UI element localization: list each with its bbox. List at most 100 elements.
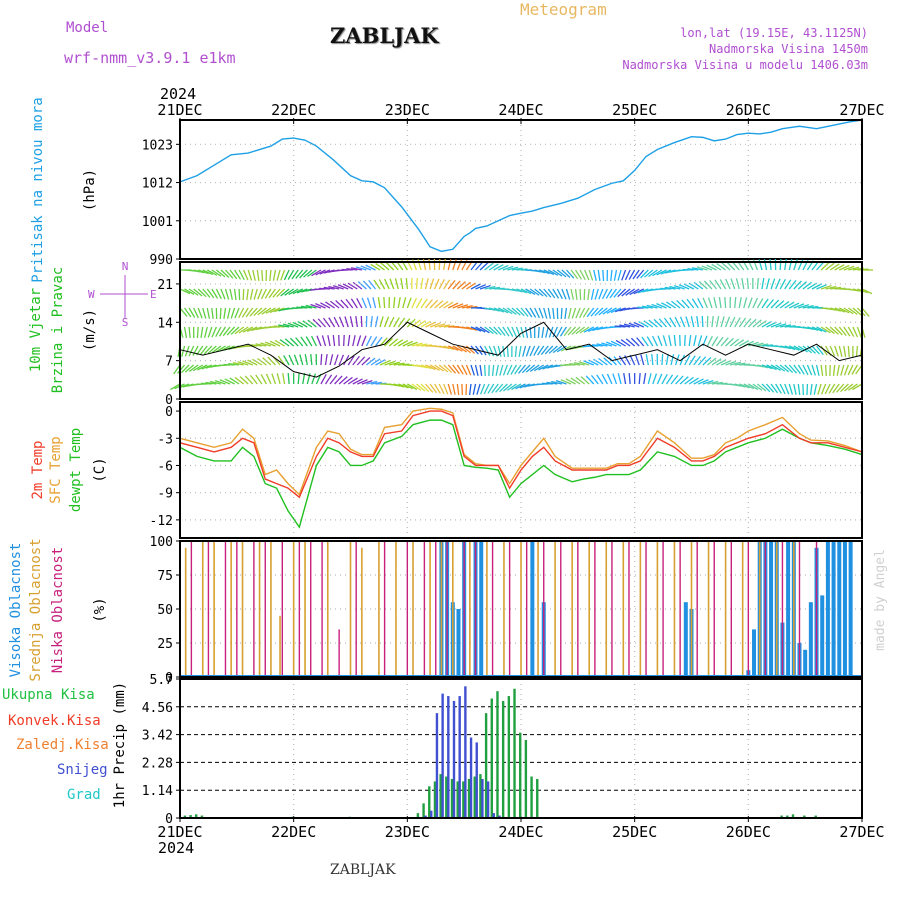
wind-barb	[278, 324, 290, 328]
wind-barb	[181, 345, 186, 357]
wind-barb	[361, 379, 373, 385]
wind-barb	[487, 383, 495, 394]
wind-barb	[538, 288, 548, 298]
wind-barb	[338, 316, 345, 328]
wind-barb	[438, 383, 445, 395]
low-cloud-bar	[543, 541, 545, 677]
low-cloud-bar	[730, 541, 732, 677]
mid-cloud-bar	[469, 541, 471, 677]
wind-barb	[578, 361, 590, 366]
wind-barb	[497, 307, 509, 314]
wind-barb	[484, 262, 494, 271]
wind-barb	[357, 379, 368, 385]
wind-barb	[861, 307, 870, 317]
wind-barb	[633, 288, 645, 295]
precip-snow-bar	[464, 686, 467, 818]
wind-barb	[424, 278, 429, 290]
wind-barb	[489, 286, 501, 290]
wind-barb	[416, 364, 428, 369]
wind-barb	[342, 283, 354, 290]
mid-cloud-bar	[440, 541, 443, 677]
precip-snow-bar	[469, 737, 473, 818]
mid-cloud-bar	[775, 541, 778, 677]
wind-barb	[297, 321, 308, 328]
wind-barb	[793, 303, 805, 309]
wind-barb	[319, 269, 331, 275]
precip-snow-bar	[435, 713, 439, 818]
wind-barb	[601, 288, 608, 300]
wind-barb	[629, 354, 636, 366]
wind-barb	[556, 269, 567, 278]
sfc-temp-line	[179, 407, 863, 496]
low-cloud-bar	[383, 541, 386, 677]
wind-barb	[839, 264, 850, 271]
wind-barb	[511, 267, 523, 271]
high-cloud-bar	[842, 541, 847, 677]
wind-barb	[538, 269, 550, 275]
wind-barb	[384, 337, 393, 347]
wind-barb	[264, 288, 272, 299]
precip-snow-bar	[492, 813, 495, 818]
wind-barb	[770, 364, 782, 371]
wind-barb	[825, 262, 835, 271]
high-cloud-bar	[837, 541, 842, 677]
wind-barb	[780, 324, 792, 328]
wind-barb	[470, 364, 475, 376]
wind-barb	[495, 383, 504, 393]
high-cloud-bar	[752, 629, 757, 677]
wind-barb	[546, 381, 558, 385]
wind-barb	[360, 315, 363, 328]
x-tick-label-bottom: 25DEC	[612, 823, 657, 841]
wind-barb	[761, 278, 765, 290]
wind-barb	[447, 259, 452, 271]
wind-barb	[287, 372, 290, 385]
wind-barb	[305, 336, 313, 347]
wind-barb	[219, 379, 231, 385]
wind-barb	[588, 269, 594, 281]
wind-barb	[832, 383, 840, 394]
wind-barb	[461, 281, 472, 290]
wind-barb	[188, 345, 195, 357]
wind-barb	[648, 319, 658, 328]
wind-barb	[788, 364, 798, 374]
wind-barb	[452, 345, 463, 352]
wind-barb	[261, 269, 264, 282]
wind-barb	[200, 326, 204, 338]
wind-barb	[269, 340, 281, 347]
wind-barb	[820, 326, 831, 334]
low-cloud-bar	[560, 541, 562, 677]
wind-barb	[443, 345, 455, 351]
wind-barb	[824, 364, 827, 377]
wind-barb	[734, 383, 746, 388]
wind-barb	[388, 338, 399, 347]
low-cloud-bar	[696, 541, 698, 677]
wind-barb	[184, 288, 195, 296]
wind-barb	[697, 335, 703, 347]
wind-barb	[361, 297, 368, 309]
wind-barb	[415, 298, 423, 309]
wind-barb	[411, 383, 422, 391]
mid-cloud-bar	[486, 541, 488, 677]
wind-barb	[510, 364, 518, 375]
wind-barb	[647, 373, 652, 385]
mid-cloud-bar	[395, 541, 397, 677]
wind-barb	[820, 345, 828, 356]
wind-barb	[383, 316, 390, 328]
wind-barb	[563, 326, 572, 337]
precip-total-bar	[519, 732, 522, 818]
wind-barb	[855, 345, 859, 358]
wind-barb	[788, 279, 797, 290]
wind-barb	[770, 278, 776, 290]
wind-barb	[802, 345, 813, 354]
wind-barb	[685, 316, 690, 328]
low-cloud-bar	[491, 541, 494, 677]
wind-barb	[605, 341, 617, 347]
wind-barb	[407, 383, 418, 391]
wind-barb	[540, 345, 549, 355]
wind-barb	[817, 383, 822, 395]
wind-barb	[515, 383, 526, 390]
wind-barb	[644, 269, 654, 278]
low-cloud-bar	[662, 541, 664, 677]
precip-conv-label: Konvek.Kisa	[8, 713, 101, 729]
wind-barb	[628, 322, 640, 328]
